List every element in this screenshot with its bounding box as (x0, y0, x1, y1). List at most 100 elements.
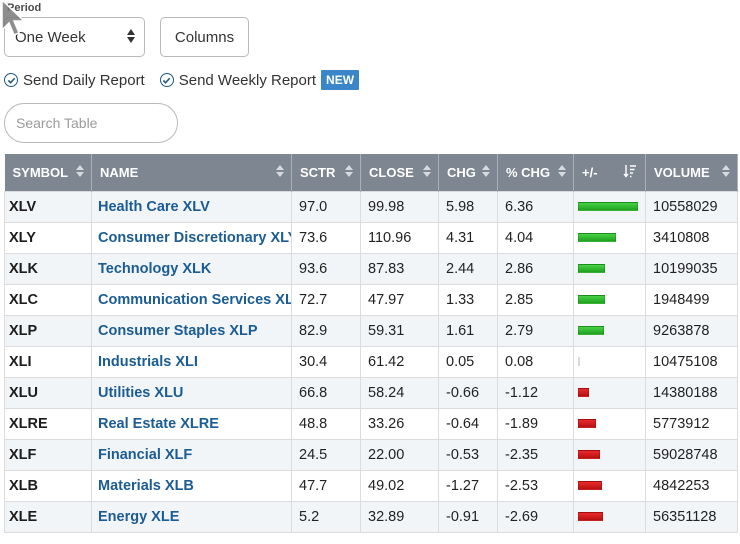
name-link[interactable]: Financial XLF (91, 438, 292, 471)
name-link[interactable]: Real Estate XLRE (91, 407, 292, 440)
col-header-sctr[interactable]: SCTR (291, 154, 361, 191)
table-row[interactable]: XLU Utilities XLU 66.8 58.24 -0.66 -1.12 14380… (4, 376, 738, 409)
change-bar (578, 326, 605, 335)
chg-cell: 5.98 (438, 190, 498, 223)
volume-cell: 9263878 (645, 314, 738, 347)
chg-cell: -1.27 (438, 469, 498, 502)
change-bar-cell (573, 500, 646, 533)
change-bar (578, 388, 589, 397)
table-row[interactable]: XLY Consumer Discretionary XLY 73.6 110.96 4… (4, 221, 738, 254)
sctr-cell: 82.9 (291, 314, 361, 347)
chg-cell: -0.64 (438, 407, 498, 440)
name-link[interactable]: Health Care XLV (91, 190, 292, 223)
volume-cell: 56351128 (645, 500, 738, 533)
name-link[interactable]: Materials XLB (91, 469, 292, 502)
columns-button[interactable]: Columns (160, 17, 249, 57)
sctr-cell: 24.5 (291, 438, 361, 471)
pct-chg-cell: 2.85 (497, 283, 574, 316)
period-select[interactable]: One Week (4, 17, 145, 57)
search-input[interactable] (4, 103, 178, 143)
table-row[interactable]: XLI Industrials XLI 30.4 61.42 0.05 0.08 10475… (4, 345, 738, 378)
volume-cell: 10475108 (645, 345, 738, 378)
close-cell: 22.00 (360, 438, 439, 471)
sctr-cell: 73.6 (291, 221, 361, 254)
period-select-value: One Week (15, 28, 86, 46)
name-link[interactable]: Technology XLK (91, 252, 292, 285)
col-header-name[interactable]: NAME (91, 154, 292, 191)
change-bar-cell (573, 345, 646, 378)
table-row[interactable]: XLC Communication Services XLC 72.7 47.97 1.… (4, 283, 738, 316)
change-bar (578, 450, 601, 459)
name-link[interactable]: Consumer Discretionary XLY (91, 221, 292, 254)
col-header-symbol[interactable]: SYMBOL (4, 154, 92, 191)
daily-report-toggle[interactable]: Send Daily Report (4, 72, 145, 89)
sort-icon (558, 165, 566, 177)
col-header-chg[interactable]: CHG (438, 154, 498, 191)
volume-cell: 3410808 (645, 221, 738, 254)
name-link[interactable]: Consumer Staples XLP (91, 314, 292, 347)
sort-icon (76, 165, 84, 177)
pct-chg-cell: -1.89 (497, 407, 574, 440)
change-bar-cell (573, 469, 646, 502)
sctr-cell: 72.7 (291, 283, 361, 316)
change-bar (578, 419, 596, 428)
volume-cell: 10199035 (645, 252, 738, 285)
name-link[interactable]: Energy XLE (91, 500, 292, 533)
change-bar-cell (573, 190, 646, 223)
pct-chg-cell: -2.35 (497, 438, 574, 471)
close-cell: 99.98 (360, 190, 439, 223)
sctr-cell: 48.8 (291, 407, 361, 440)
close-cell: 47.97 (360, 283, 439, 316)
volume-cell: 10558029 (645, 190, 738, 223)
symbol-cell: XLY (4, 221, 92, 254)
table-row[interactable]: XLF Financial XLF 24.5 22.00 -0.53 -2.35 59028… (4, 438, 738, 471)
weekly-report-toggle[interactable]: Send Weekly Report (159, 71, 317, 89)
name-link[interactable]: Industrials XLI (91, 345, 292, 378)
col-header-pct-chg[interactable]: % CHG (497, 154, 574, 191)
close-cell: 58.24 (360, 376, 439, 409)
volume-cell: 4842253 (645, 469, 738, 502)
pct-chg-cell: 6.36 (497, 190, 574, 223)
change-bar-cell (573, 283, 646, 316)
name-link[interactable]: Communication Services XLC (91, 283, 292, 316)
change-bar-cell (573, 407, 646, 440)
table-row[interactable]: XLV Health Care XLV 97.0 99.98 5.98 6.36 10558… (4, 190, 738, 223)
col-header-volume[interactable]: VOLUME (645, 154, 738, 191)
pct-chg-cell: -1.12 (497, 376, 574, 409)
close-cell: 87.83 (360, 252, 439, 285)
close-cell: 59.31 (360, 314, 439, 347)
chg-cell: 2.44 (438, 252, 498, 285)
pct-chg-cell: 0.08 (497, 345, 574, 378)
table-row[interactable]: XLRE Real Estate XLRE 48.8 33.26 -0.64 -1.89 5… (4, 407, 738, 440)
change-bar (578, 233, 617, 242)
col-header-plus-minus[interactable]: +/- (573, 154, 646, 191)
sector-table: SYMBOL NAME SCTR CLOSE CHG % CHG +/- VOL… (4, 154, 738, 533)
volume-cell: 59028748 (645, 438, 738, 471)
table-row[interactable]: XLK Technology XLK 93.6 87.83 2.44 2.86 101990… (4, 252, 738, 285)
volume-cell: 14380188 (645, 376, 738, 409)
chg-cell: -0.66 (438, 376, 498, 409)
select-arrows-icon (127, 29, 135, 43)
symbol-cell: XLU (4, 376, 92, 409)
change-bar-cell (573, 314, 646, 347)
col-header-close[interactable]: CLOSE (360, 154, 439, 191)
change-bar (578, 202, 638, 211)
change-bar-cell (573, 438, 646, 471)
symbol-cell: XLC (4, 283, 92, 316)
chg-cell: -0.91 (438, 500, 498, 533)
sort-descending-icon (623, 165, 636, 178)
table-row[interactable]: XLE Energy XLE 5.2 32.89 -0.91 -2.69 56351128 (4, 500, 738, 533)
weekly-report-label: Send Weekly Report (178, 71, 317, 89)
close-cell: 33.26 (360, 407, 439, 440)
sort-icon (722, 165, 730, 177)
table-row[interactable]: XLP Consumer Staples XLP 82.9 59.31 1.61 2.79… (4, 314, 738, 347)
period-label: Period (7, 2, 42, 14)
chg-cell: 1.33 (438, 283, 498, 316)
sctr-cell: 30.4 (291, 345, 361, 378)
name-link[interactable]: Utilities XLU (91, 376, 292, 409)
close-cell: 61.42 (360, 345, 439, 378)
change-bar-cell (573, 221, 646, 254)
table-row[interactable]: XLB Materials XLB 47.7 49.02 -1.27 -2.53 48422… (4, 469, 738, 502)
symbol-cell: XLE (4, 500, 92, 533)
sort-icon (276, 165, 284, 177)
